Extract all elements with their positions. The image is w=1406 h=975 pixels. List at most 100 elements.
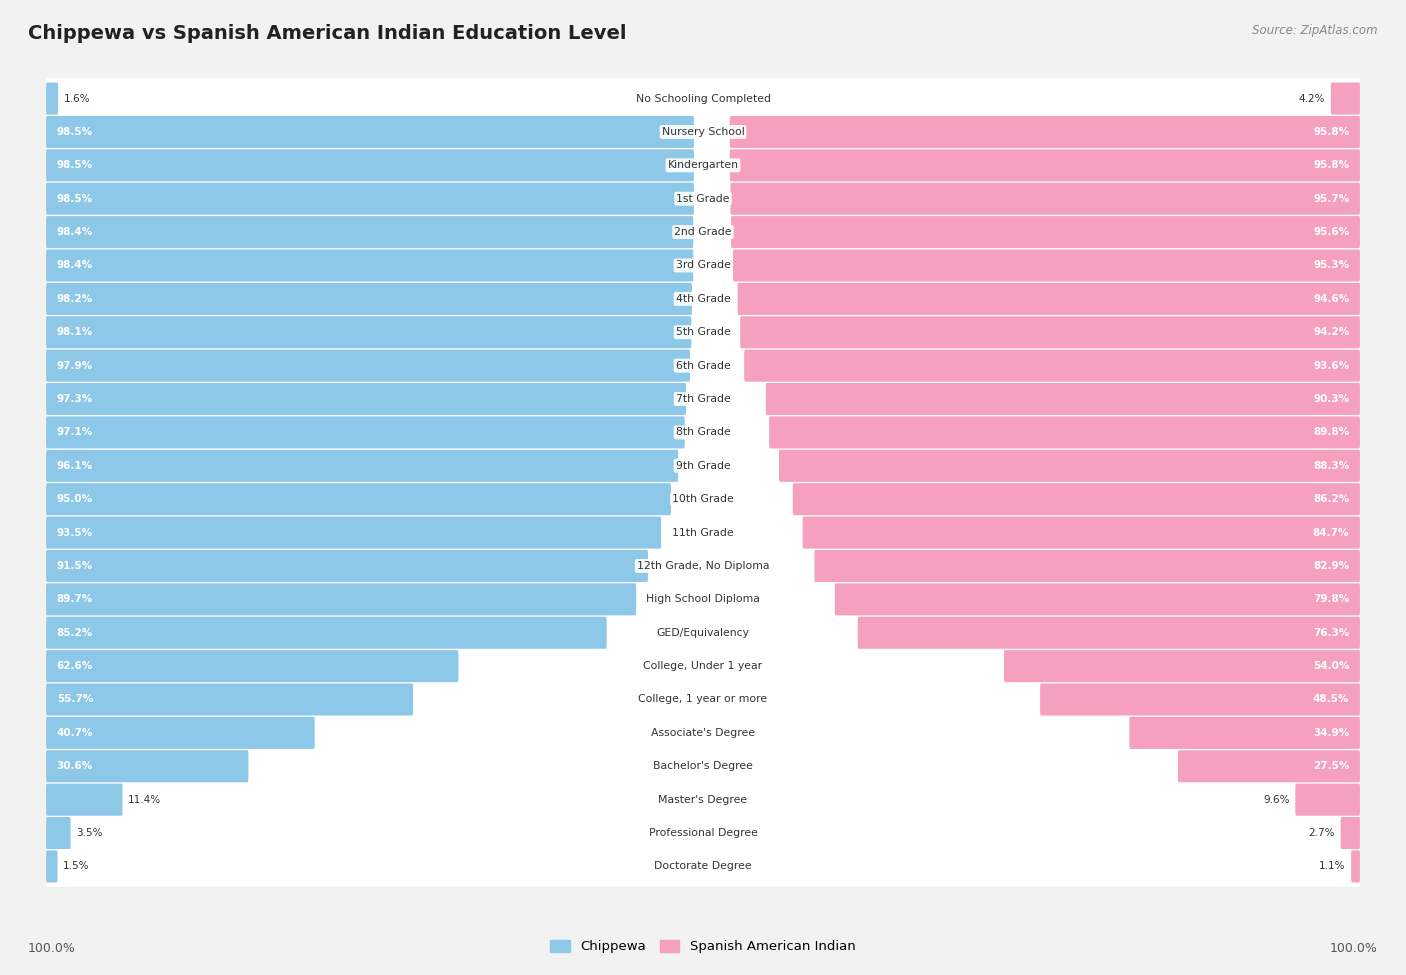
- FancyBboxPatch shape: [46, 449, 678, 482]
- FancyBboxPatch shape: [46, 512, 1360, 553]
- Text: 100.0%: 100.0%: [28, 943, 76, 956]
- FancyBboxPatch shape: [46, 83, 58, 115]
- Text: 95.8%: 95.8%: [1313, 127, 1350, 136]
- FancyBboxPatch shape: [46, 583, 636, 615]
- Text: 7th Grade: 7th Grade: [676, 394, 730, 404]
- Text: 40.7%: 40.7%: [56, 728, 93, 738]
- FancyBboxPatch shape: [46, 145, 1360, 185]
- FancyBboxPatch shape: [769, 416, 1360, 448]
- Text: College, Under 1 year: College, Under 1 year: [644, 661, 762, 671]
- Text: 100.0%: 100.0%: [1330, 943, 1378, 956]
- Legend: Chippewa, Spanish American Indian: Chippewa, Spanish American Indian: [546, 935, 860, 958]
- FancyBboxPatch shape: [46, 479, 1360, 520]
- Text: 88.3%: 88.3%: [1313, 461, 1350, 471]
- FancyBboxPatch shape: [733, 250, 1360, 282]
- Text: 54.0%: 54.0%: [1313, 661, 1350, 671]
- FancyBboxPatch shape: [803, 517, 1360, 549]
- FancyBboxPatch shape: [1129, 717, 1360, 749]
- FancyBboxPatch shape: [46, 279, 1360, 319]
- FancyBboxPatch shape: [46, 212, 1360, 253]
- Text: 95.3%: 95.3%: [1313, 260, 1350, 270]
- FancyBboxPatch shape: [744, 350, 1360, 381]
- Text: 6th Grade: 6th Grade: [676, 361, 730, 370]
- Text: 3rd Grade: 3rd Grade: [675, 260, 731, 270]
- Text: 9th Grade: 9th Grade: [676, 461, 730, 471]
- Text: 98.5%: 98.5%: [56, 160, 93, 171]
- FancyBboxPatch shape: [1295, 784, 1360, 816]
- Text: 82.9%: 82.9%: [1313, 561, 1350, 571]
- Text: 98.5%: 98.5%: [56, 127, 93, 136]
- FancyBboxPatch shape: [46, 250, 693, 282]
- FancyBboxPatch shape: [46, 717, 315, 749]
- Text: 95.0%: 95.0%: [56, 494, 93, 504]
- FancyBboxPatch shape: [46, 116, 695, 148]
- FancyBboxPatch shape: [46, 645, 1360, 686]
- FancyBboxPatch shape: [46, 817, 70, 849]
- Text: 95.7%: 95.7%: [1313, 194, 1350, 204]
- Text: 94.6%: 94.6%: [1313, 293, 1350, 304]
- FancyBboxPatch shape: [46, 312, 1360, 353]
- Text: 1.1%: 1.1%: [1319, 862, 1346, 872]
- FancyBboxPatch shape: [46, 216, 693, 248]
- FancyBboxPatch shape: [46, 111, 1360, 152]
- FancyBboxPatch shape: [1004, 650, 1360, 682]
- Text: Nursery School: Nursery School: [662, 127, 744, 136]
- Text: 1st Grade: 1st Grade: [676, 194, 730, 204]
- Text: 2.7%: 2.7%: [1309, 828, 1334, 838]
- FancyBboxPatch shape: [1040, 683, 1360, 716]
- Text: 89.8%: 89.8%: [1313, 427, 1350, 438]
- Text: Bachelor's Degree: Bachelor's Degree: [652, 761, 754, 771]
- Text: 94.2%: 94.2%: [1313, 328, 1350, 337]
- Text: Source: ZipAtlas.com: Source: ZipAtlas.com: [1253, 24, 1378, 37]
- Text: 98.2%: 98.2%: [56, 293, 93, 304]
- Text: 96.1%: 96.1%: [56, 461, 93, 471]
- FancyBboxPatch shape: [46, 779, 1360, 820]
- FancyBboxPatch shape: [46, 149, 695, 181]
- Text: No Schooling Completed: No Schooling Completed: [636, 94, 770, 103]
- Text: 95.6%: 95.6%: [1313, 227, 1350, 237]
- FancyBboxPatch shape: [46, 345, 1360, 386]
- Text: 11.4%: 11.4%: [128, 795, 162, 804]
- Text: 2nd Grade: 2nd Grade: [675, 227, 731, 237]
- FancyBboxPatch shape: [738, 283, 1360, 315]
- Text: 48.5%: 48.5%: [1313, 694, 1350, 705]
- Text: Master's Degree: Master's Degree: [658, 795, 748, 804]
- FancyBboxPatch shape: [46, 316, 692, 348]
- Text: 98.1%: 98.1%: [56, 328, 93, 337]
- FancyBboxPatch shape: [793, 484, 1360, 515]
- FancyBboxPatch shape: [1351, 850, 1360, 882]
- Text: 1.6%: 1.6%: [63, 94, 90, 103]
- FancyBboxPatch shape: [1178, 750, 1360, 782]
- FancyBboxPatch shape: [46, 383, 686, 415]
- Text: 62.6%: 62.6%: [56, 661, 93, 671]
- Text: Doctorate Degree: Doctorate Degree: [654, 862, 752, 872]
- FancyBboxPatch shape: [46, 680, 1360, 720]
- Text: 5th Grade: 5th Grade: [676, 328, 730, 337]
- Text: 34.9%: 34.9%: [1313, 728, 1350, 738]
- Text: 55.7%: 55.7%: [56, 694, 93, 705]
- Text: 93.6%: 93.6%: [1313, 361, 1350, 370]
- Text: College, 1 year or more: College, 1 year or more: [638, 694, 768, 705]
- FancyBboxPatch shape: [46, 546, 1360, 586]
- Text: 98.5%: 98.5%: [56, 194, 93, 204]
- FancyBboxPatch shape: [766, 383, 1360, 415]
- Text: 97.3%: 97.3%: [56, 394, 93, 404]
- FancyBboxPatch shape: [46, 78, 1360, 119]
- Text: 89.7%: 89.7%: [56, 595, 93, 604]
- FancyBboxPatch shape: [46, 350, 690, 381]
- FancyBboxPatch shape: [46, 612, 1360, 653]
- Text: Chippewa vs Spanish American Indian Education Level: Chippewa vs Spanish American Indian Educ…: [28, 24, 627, 43]
- FancyBboxPatch shape: [46, 850, 58, 882]
- FancyBboxPatch shape: [779, 449, 1360, 482]
- Text: 79.8%: 79.8%: [1313, 595, 1350, 604]
- FancyBboxPatch shape: [46, 378, 1360, 419]
- FancyBboxPatch shape: [46, 713, 1360, 754]
- Text: Professional Degree: Professional Degree: [648, 828, 758, 838]
- Text: 76.3%: 76.3%: [1313, 628, 1350, 638]
- Text: 11th Grade: 11th Grade: [672, 527, 734, 537]
- Text: Kindergarten: Kindergarten: [668, 160, 738, 171]
- FancyBboxPatch shape: [46, 750, 249, 782]
- FancyBboxPatch shape: [46, 846, 1360, 887]
- FancyBboxPatch shape: [46, 550, 648, 582]
- Text: 90.3%: 90.3%: [1313, 394, 1350, 404]
